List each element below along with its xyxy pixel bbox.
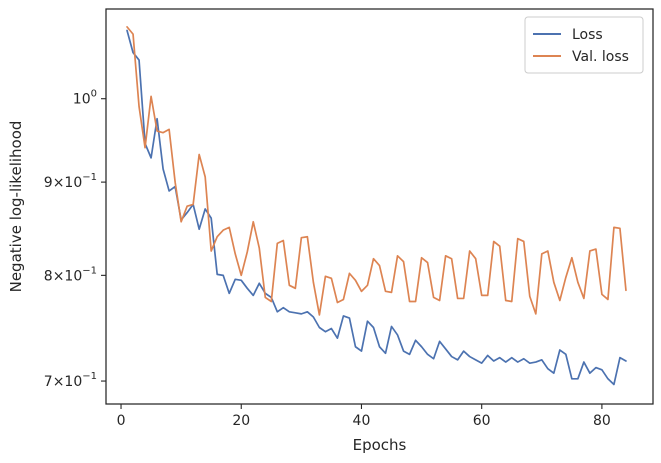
series-line-loss: [126, 29, 627, 386]
x-axis: 0 20 40 60 80: [117, 404, 611, 429]
y-axis-label: Negative log-likelihood: [7, 121, 25, 293]
x-tick-label: 80: [593, 413, 611, 429]
x-tick-label: 60: [473, 413, 491, 429]
y-tick-label: 100: [73, 89, 97, 108]
x-tick-label: 0: [117, 413, 126, 429]
y-axis: 100 9×10−1 8×10−1 7×10−1: [44, 89, 106, 390]
legend-box: [524, 16, 644, 74]
plot-frame: [105, 8, 654, 405]
x-tick-label: 40: [353, 413, 371, 429]
legend: Loss Val. loss: [524, 16, 644, 74]
y-tick-label: 9×10−1: [44, 172, 97, 191]
x-axis-label: Epochs: [353, 436, 407, 454]
x-tick-label: 20: [232, 413, 250, 429]
legend-label-loss: Loss: [572, 27, 603, 43]
y-tick-label: 8×10−1: [44, 265, 97, 284]
series-layer: [126, 26, 627, 386]
y-tick-label: 7×10−1: [44, 371, 97, 390]
legend-label-val-loss: Val. loss: [572, 49, 629, 65]
series-line-val-loss: [126, 26, 627, 316]
